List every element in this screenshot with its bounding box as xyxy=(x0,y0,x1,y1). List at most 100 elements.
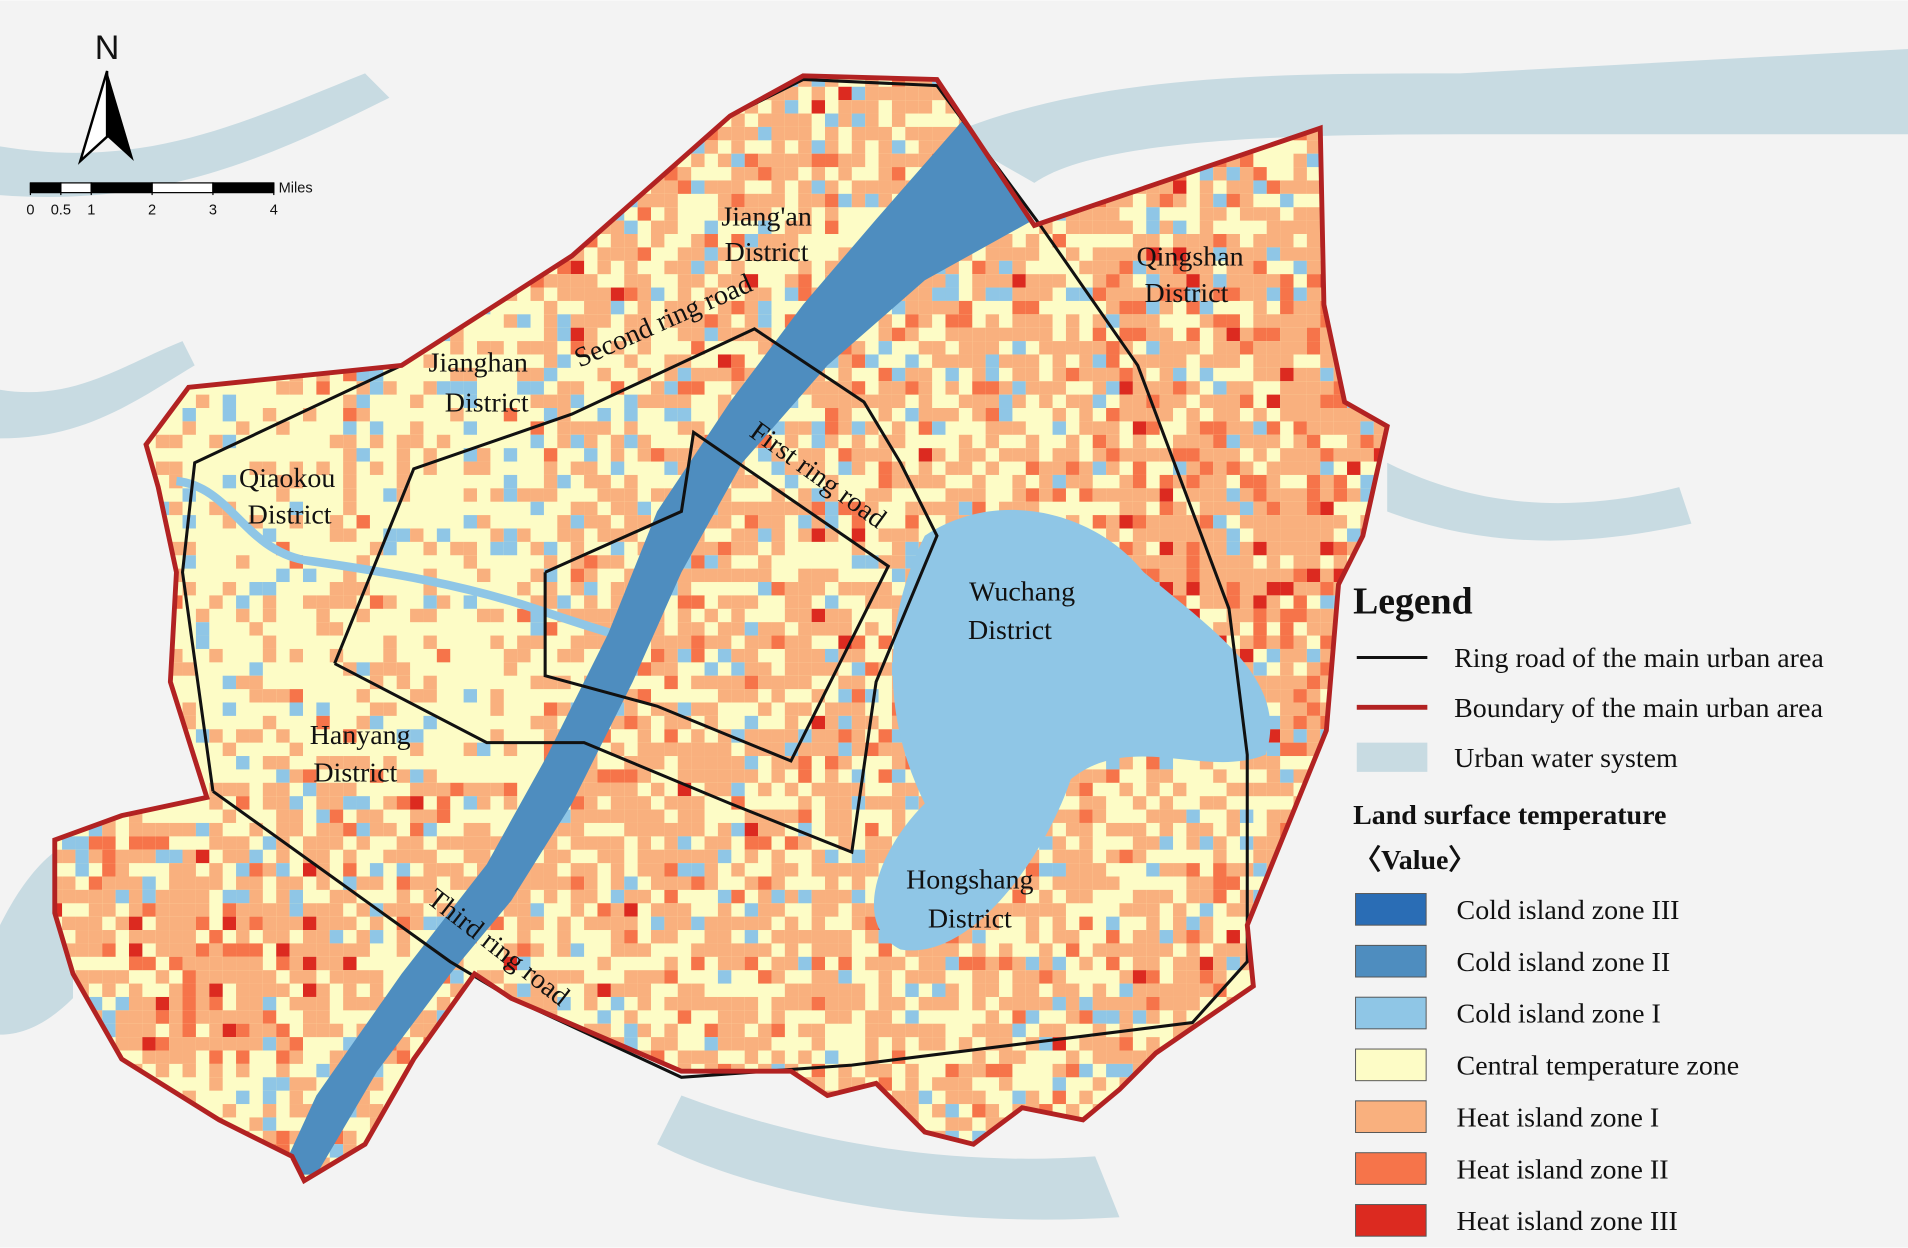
temperature-cell xyxy=(1159,300,1174,315)
temperature-cell xyxy=(717,501,732,516)
temperature-cell xyxy=(784,461,799,475)
temperature-cell xyxy=(503,943,518,957)
temperature-cell xyxy=(1186,809,1200,823)
temperature-cell xyxy=(958,1090,973,1105)
temperature-cell xyxy=(1159,836,1174,850)
temperature-cell xyxy=(677,622,692,636)
temperature-cell xyxy=(597,769,611,783)
temperature-cell xyxy=(1012,1090,1026,1105)
temperature-cell xyxy=(1025,970,1040,984)
temperature-cell xyxy=(1079,260,1093,275)
temperature-cell xyxy=(1213,434,1227,449)
temperature-cell xyxy=(396,930,411,944)
temperature-cell xyxy=(1065,930,1080,944)
temperature-cell xyxy=(610,836,625,850)
temperature-cell xyxy=(758,515,772,529)
temperature-cell xyxy=(918,1037,933,1051)
temperature-cell xyxy=(356,689,370,703)
temperature-cell xyxy=(1012,1050,1026,1064)
temperature-cell xyxy=(1226,541,1240,556)
temperature-cell xyxy=(825,608,839,623)
temperature-cell xyxy=(262,715,277,730)
temperature-cell xyxy=(1159,756,1174,770)
temperature-cell xyxy=(717,354,732,368)
scale-label: 2 xyxy=(148,203,156,219)
temperature-cell xyxy=(1186,822,1200,837)
temperature-cell xyxy=(1132,822,1147,837)
temperature-cell xyxy=(236,729,250,743)
temperature-cell xyxy=(1025,1090,1040,1105)
temperature-cell xyxy=(1173,274,1187,288)
temperature-cell xyxy=(624,782,638,797)
temperature-cell xyxy=(771,622,785,636)
temperature-cell xyxy=(744,849,759,864)
temperature-cell xyxy=(825,394,839,409)
legend-label: Heat island zone I xyxy=(1457,1102,1660,1133)
temperature-cell xyxy=(838,836,852,850)
temperature-cell xyxy=(1146,247,1160,261)
temperature-cell xyxy=(878,956,892,971)
temperature-cell xyxy=(209,1023,223,1038)
temperature-cell xyxy=(704,849,718,864)
temperature-cell xyxy=(891,75,906,87)
temperature-cell xyxy=(1306,555,1321,569)
temperature-cell xyxy=(1266,434,1281,449)
temperature-cell xyxy=(1173,367,1187,382)
temperature-cell xyxy=(691,341,705,355)
temperature-cell xyxy=(155,434,170,449)
temperature-cell xyxy=(396,863,411,877)
temperature-cell xyxy=(865,448,879,462)
temperature-cell xyxy=(1280,488,1294,502)
temperature-cell xyxy=(249,903,263,917)
temperature-cell xyxy=(1280,247,1294,261)
temperature-cell xyxy=(811,742,826,757)
temperature-cell xyxy=(744,648,759,663)
temperature-cell xyxy=(691,729,705,743)
temperature-cell xyxy=(811,180,826,194)
temperature-cell xyxy=(1173,247,1187,261)
temperature-cell xyxy=(677,608,692,623)
temperature-cell xyxy=(249,729,263,743)
temperature-cell xyxy=(557,876,571,890)
temperature-cell xyxy=(918,421,933,435)
temperature-cell xyxy=(1239,167,1254,181)
temperature-cell xyxy=(1119,327,1133,342)
temperature-cell xyxy=(1306,675,1321,690)
temperature-cell xyxy=(744,876,759,890)
temperature-cell xyxy=(1159,996,1174,1011)
temperature-cell xyxy=(1146,381,1160,395)
temperature-cell xyxy=(1092,876,1107,890)
temperature-cell xyxy=(289,461,303,475)
temperature-cell xyxy=(222,836,237,850)
temperature-cell xyxy=(704,314,718,328)
temperature-cell xyxy=(771,849,785,864)
temperature-cell xyxy=(1146,889,1160,904)
temperature-cell xyxy=(731,916,745,931)
temperature-cell xyxy=(423,715,437,730)
temperature-cell xyxy=(972,1023,986,1038)
temperature-cell xyxy=(1092,996,1107,1011)
temperature-cell xyxy=(1119,287,1133,301)
temperature-cell xyxy=(1119,1010,1133,1024)
temperature-cell xyxy=(851,702,866,716)
temperature-cell xyxy=(182,822,196,837)
temperature-cell xyxy=(1239,180,1254,194)
temperature-cell xyxy=(610,448,625,462)
temperature-cell xyxy=(784,153,799,168)
temperature-cell xyxy=(1146,287,1160,301)
temperature-cell xyxy=(1293,488,1307,502)
temperature-cell xyxy=(343,568,357,583)
temperature-cell xyxy=(1132,488,1147,502)
temperature-cell xyxy=(369,930,384,944)
temperature-cell xyxy=(1320,488,1334,502)
temperature-cell xyxy=(517,983,531,997)
temperature-cell xyxy=(1065,809,1080,823)
temperature-cell xyxy=(717,836,732,850)
temperature-cell xyxy=(1146,207,1160,221)
temperature-cell xyxy=(784,220,799,235)
temperature-cell xyxy=(985,434,1000,449)
temperature-cell xyxy=(704,327,718,342)
temperature-cell xyxy=(276,796,290,810)
temperature-cell xyxy=(1293,300,1307,315)
temperature-cell xyxy=(1199,930,1214,944)
